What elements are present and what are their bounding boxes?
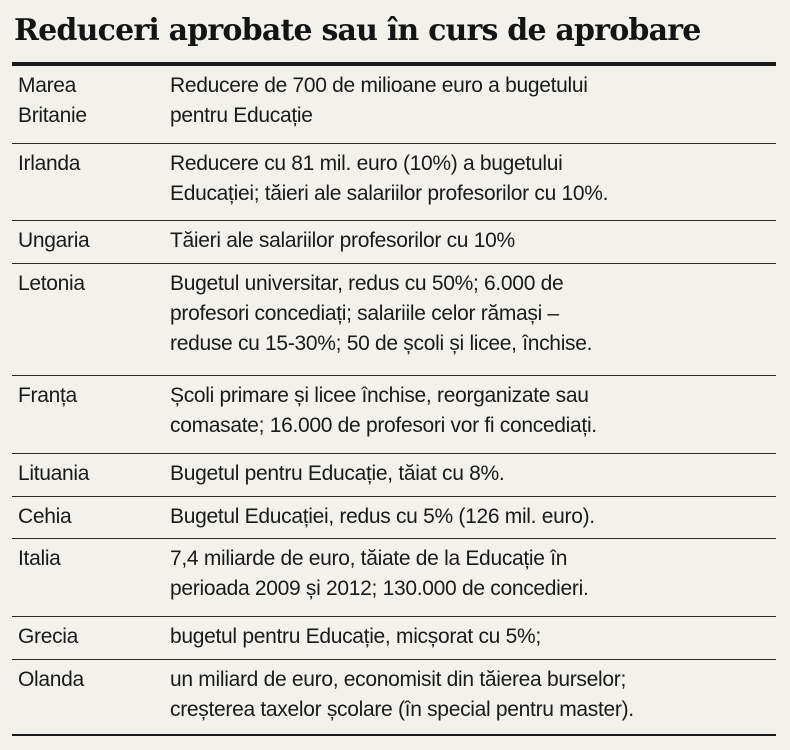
description-line: un miliard de euro, economisit din tăier… [170, 668, 626, 691]
country-cell: Cehia [12, 497, 170, 538]
country-cell: Lituania [12, 454, 170, 496]
country-cell: Marea Britanie [12, 66, 170, 143]
table-row: Marea Britanie Reducere de 700 de milioa… [12, 66, 776, 144]
description-cell: Școli primare și licee închise, reorgani… [170, 376, 776, 453]
description-cell: un miliard de euro, economisit din tăier… [170, 660, 776, 734]
country-line: Britanie [18, 104, 87, 127]
description-line: Școli primare și licee închise, reorgani… [170, 384, 589, 407]
cuts-table: Marea Britanie Reducere de 700 de milioa… [12, 62, 776, 736]
table-row: Franța Școli primare și licee închise, r… [12, 376, 776, 454]
description-cell: Bugetul universitar, redus cu 50%; 6.000… [170, 264, 776, 375]
table-row: Ungaria Tăieri ale salariilor profesoril… [12, 221, 776, 264]
description-line: Educației; tăieri ale salariilor profeso… [170, 182, 609, 205]
description-cell: Tăieri ale salariilor profesorilor cu 10… [170, 221, 776, 263]
description-cell: Reducere de 700 de milioane euro a buget… [170, 66, 776, 143]
table-row: Olanda un miliard de euro, economisit di… [12, 660, 776, 736]
description-cell: Bugetul Educației, redus cu 5% (126 mil.… [170, 497, 776, 538]
country-line: Olanda [18, 668, 84, 691]
description-line: comasate; 16.000 de profesori vor fi con… [170, 414, 597, 437]
country-line: Grecia [18, 625, 79, 648]
country-line: Italia [18, 547, 61, 570]
table-row: Letonia Bugetul universitar, redus cu 50… [12, 264, 776, 376]
country-cell: Grecia [12, 617, 170, 659]
country-line: Lituania [18, 462, 90, 485]
country-cell: Letonia [12, 264, 170, 375]
description-line: pentru Educație [170, 104, 313, 127]
description-line: reduse cu 15-30%; 50 de școli și licee, … [170, 332, 593, 355]
description-line: creșterea taxelor școlare (în special pe… [170, 698, 634, 721]
country-line: Irlanda [18, 152, 81, 175]
table-row: Cehia Bugetul Educației, redus cu 5% (12… [12, 497, 776, 539]
description-line: Bugetul Educației, redus cu 5% (126 mil.… [170, 505, 595, 528]
country-cell: Franța [12, 376, 170, 453]
table-row: Lituania Bugetul pentru Educație, tăiat … [12, 454, 776, 497]
description-line: Bugetul pentru Educație, tăiat cu 8%. [170, 462, 505, 485]
country-line: Cehia [18, 505, 72, 528]
country-cell: Italia [12, 539, 170, 616]
description-line: 7,4 miliarde de euro, tăiate de la Educa… [170, 547, 568, 570]
description-cell: Reducere cu 81 mil. euro (10%) a bugetul… [170, 144, 776, 220]
description-cell: Bugetul pentru Educație, tăiat cu 8%. [170, 454, 776, 496]
country-cell: Ungaria [12, 221, 170, 263]
country-line: Marea [18, 74, 77, 97]
country-cell: Irlanda [12, 144, 170, 220]
table-row: Grecia bugetul pentru Educație, micșorat… [12, 617, 776, 660]
description-cell: 7,4 miliarde de euro, tăiate de la Educa… [170, 539, 776, 616]
country-line: Letonia [18, 272, 85, 295]
country-cell: Olanda [12, 660, 170, 734]
description-line: Tăieri ale salariilor profesorilor cu 10… [170, 229, 515, 252]
description-line: Bugetul universitar, redus cu 50%; 6.000… [170, 272, 564, 295]
country-line: Ungaria [18, 229, 90, 252]
table-row: Italia 7,4 miliarde de euro, tăiate de l… [12, 539, 776, 617]
table-title: Reduceri aprobate sau în curs de aprobar… [14, 13, 701, 48]
description-cell: bugetul pentru Educație, micșorat cu 5%; [170, 617, 776, 659]
description-line: profesori concediați; salariile celor ră… [170, 302, 559, 325]
country-line: Franța [18, 384, 77, 407]
description-line: perioada 2009 și 2012; 130.000 de conced… [170, 577, 589, 600]
description-line: bugetul pentru Educație, micșorat cu 5%; [170, 625, 541, 648]
description-line: Reducere de 700 de milioane euro a buget… [170, 74, 588, 97]
table-row: Irlanda Reducere cu 81 mil. euro (10%) a… [12, 144, 776, 221]
description-line: Reducere cu 81 mil. euro (10%) a bugetul… [170, 152, 563, 175]
